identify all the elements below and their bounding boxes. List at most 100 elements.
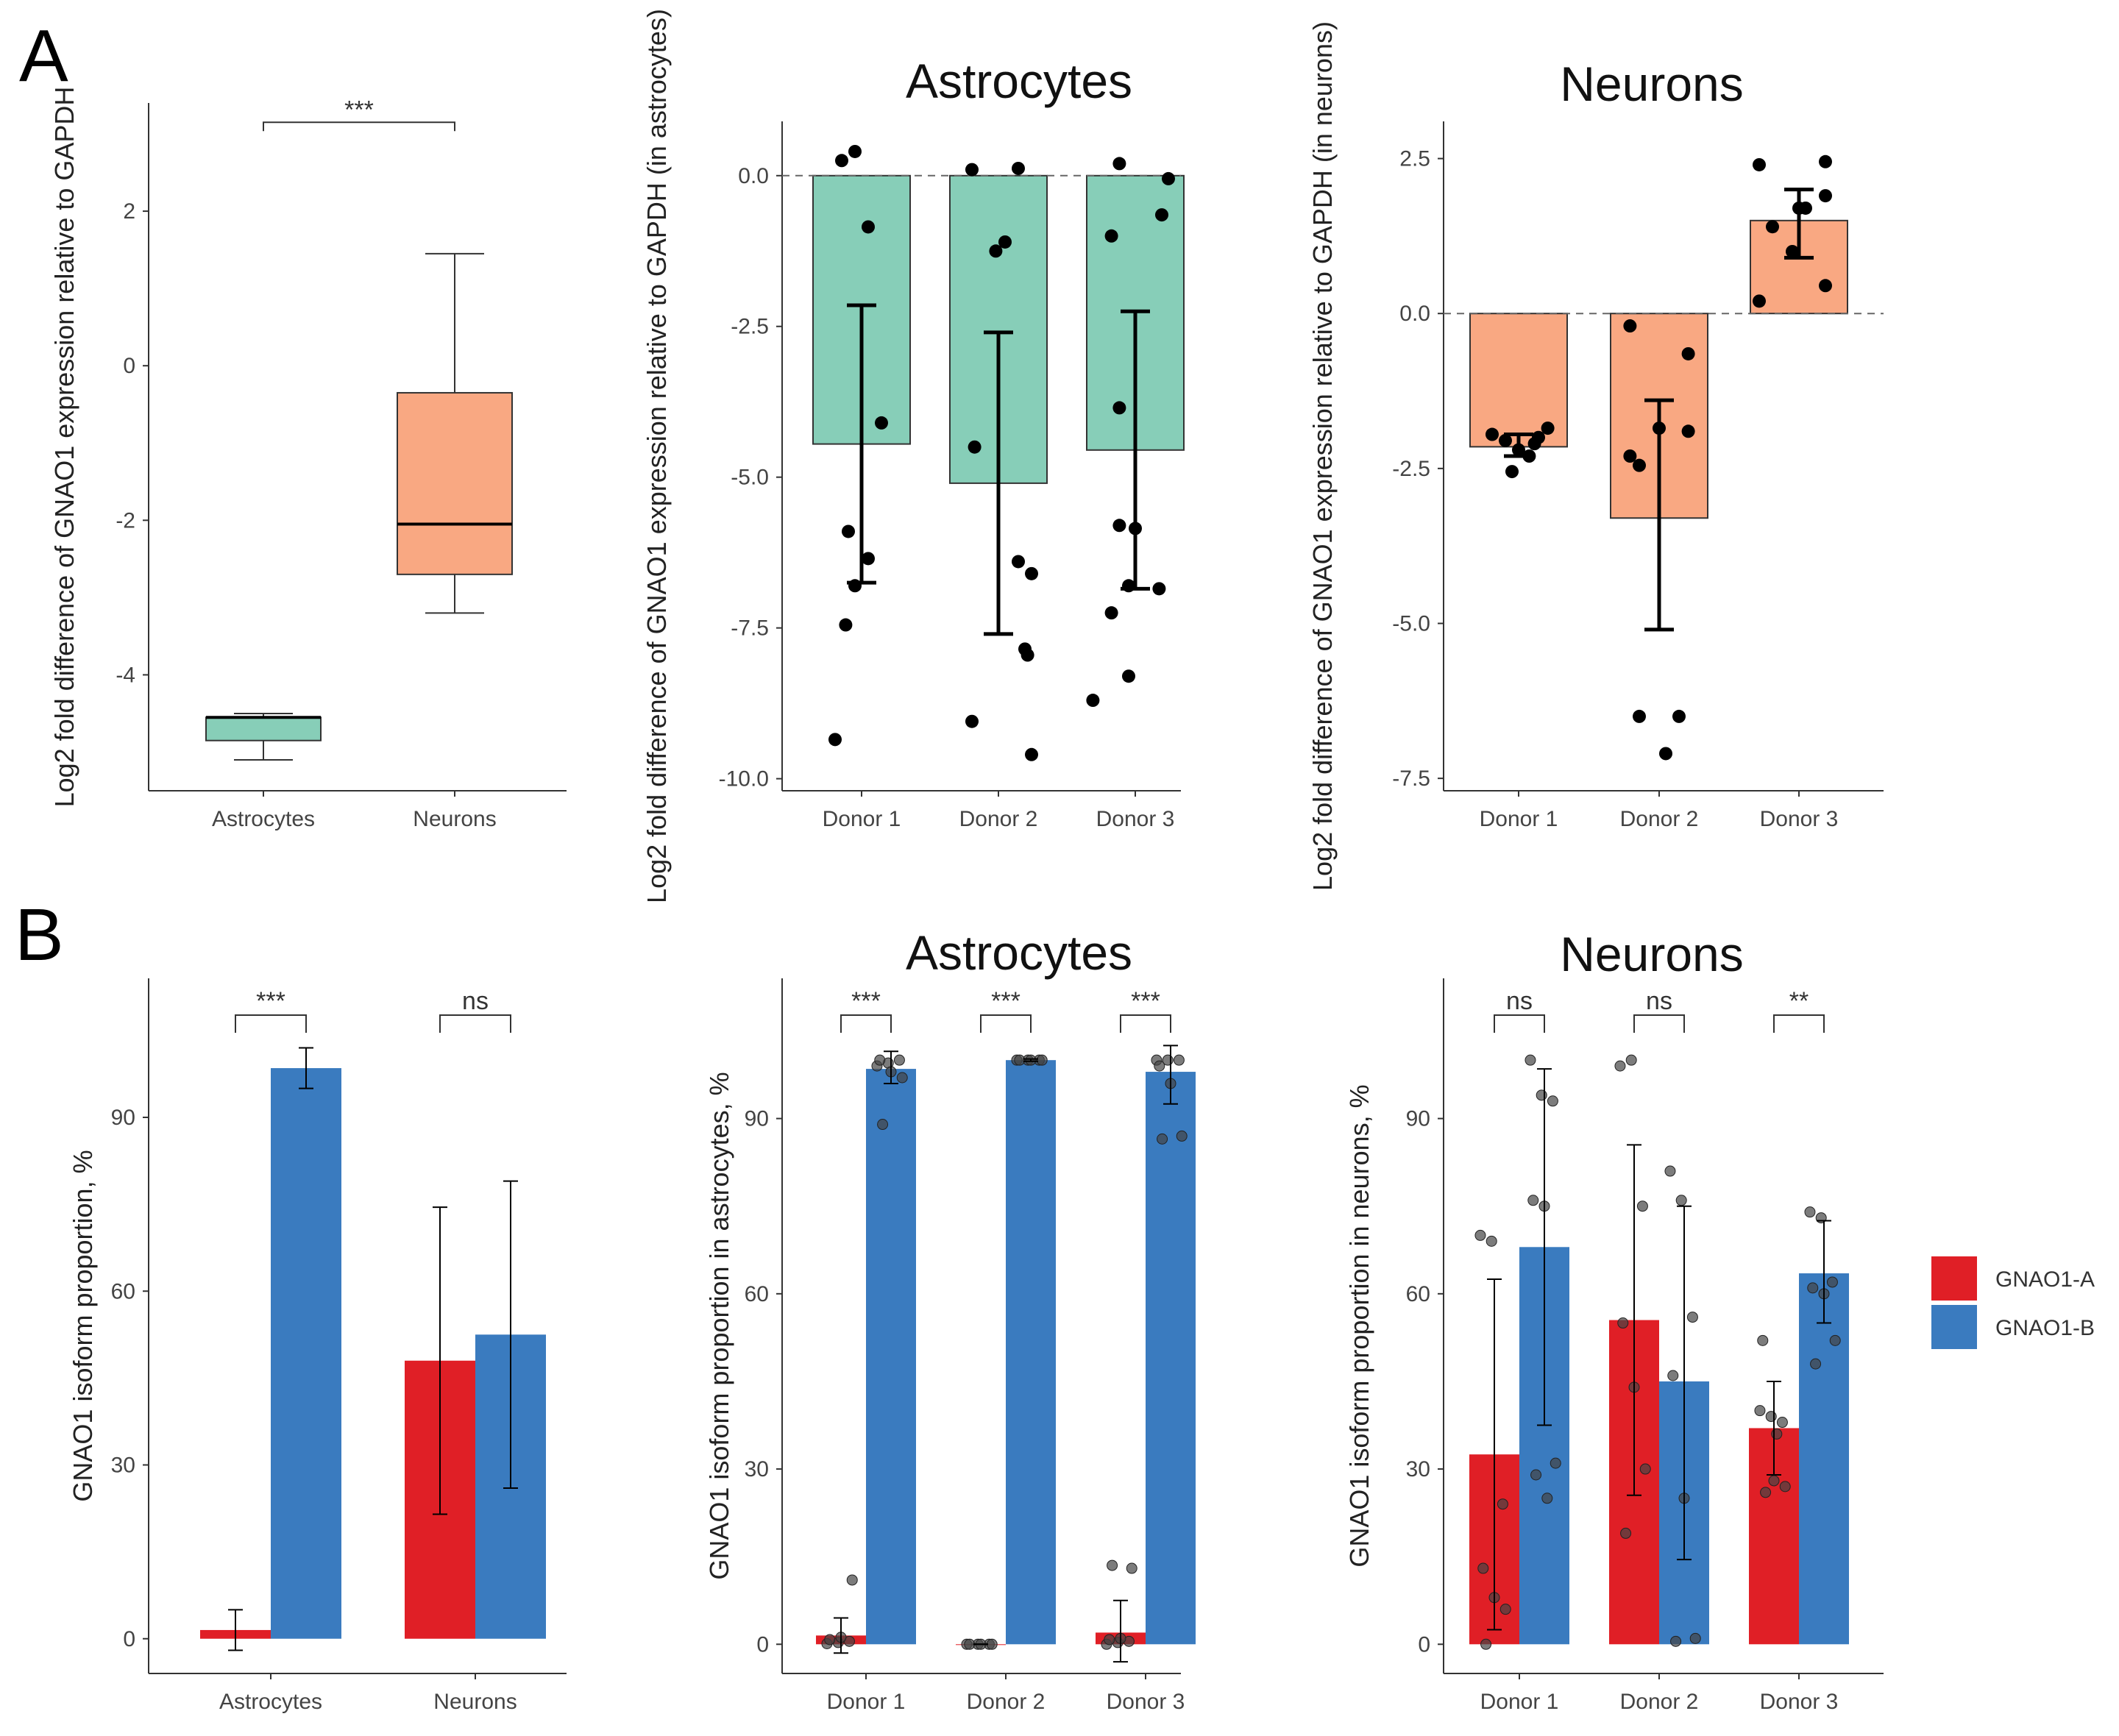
- x-tick-label: Donor 3: [1760, 807, 1839, 831]
- y-tick-label: -7.5: [1392, 766, 1430, 791]
- data-point: [1014, 1054, 1026, 1066]
- significance-label: ***: [991, 987, 1021, 1015]
- data-point: [1779, 1481, 1791, 1493]
- data-point: [1614, 1060, 1626, 1072]
- data-point: [1547, 1095, 1558, 1107]
- data-point: [1675, 1195, 1687, 1206]
- x-tick-label: Donor 3: [1096, 807, 1175, 831]
- chart-b1-isoform-proportion: 0 30 60 90 GNAO1 isoform proportion, % Astroc…: [68, 978, 567, 1714]
- bar-gnao1-b-1: [271, 1068, 341, 1639]
- x-tick-label: Neurons: [413, 807, 496, 831]
- data-point: [1766, 220, 1779, 234]
- data-point: [1807, 1282, 1819, 1294]
- data-point: [1474, 1229, 1486, 1241]
- data-point: [1497, 1498, 1508, 1510]
- data-point: [1765, 1411, 1777, 1423]
- data-point: [1126, 1562, 1137, 1574]
- y-axis-label: GNAO1 isoform proportion in astrocytes, …: [704, 1072, 734, 1579]
- data-point: [986, 1638, 998, 1650]
- data-point: [1173, 1054, 1185, 1066]
- data-point: [1804, 1206, 1816, 1218]
- data-point: [1826, 1276, 1838, 1288]
- data-point: [1025, 566, 1038, 580]
- y-tick-label: -2.5: [731, 315, 769, 339]
- data-point: [862, 552, 875, 566]
- y-tick-label: 90: [1406, 1107, 1430, 1131]
- data-point: [1036, 1054, 1048, 1066]
- data-point: [839, 618, 853, 632]
- y-tick-label: -2.5: [1392, 457, 1430, 481]
- data-point: [1757, 1334, 1769, 1346]
- legend-label-a: GNAO1-A: [1995, 1267, 2095, 1292]
- panel-label-a: A: [19, 15, 68, 97]
- x-tick-label: Donor 1: [827, 1690, 906, 1714]
- data-point: [1753, 294, 1766, 308]
- data-point: [848, 579, 862, 593]
- significance-bracket: [235, 1014, 307, 1033]
- data-point: [1620, 1527, 1632, 1539]
- data-point: [998, 235, 1012, 249]
- x-tick-label: Astrocytes: [212, 807, 315, 831]
- data-point: [1480, 1638, 1492, 1650]
- data-point: [1477, 1562, 1489, 1574]
- legend-swatch-a: [1931, 1256, 1977, 1301]
- data-point: [1667, 1370, 1679, 1381]
- x-tick-label: Astrocytes: [219, 1690, 322, 1714]
- data-point: [828, 733, 842, 747]
- data-point: [1771, 1428, 1783, 1440]
- y-tick-label: 90: [111, 1106, 135, 1130]
- data-point: [862, 220, 875, 234]
- data-point: [1129, 522, 1142, 536]
- box-neurons: [397, 391, 513, 575]
- y-tick-label: -10.0: [719, 767, 769, 791]
- data-point: [1623, 319, 1637, 333]
- data-point: [1525, 1054, 1536, 1066]
- data-point: [1672, 709, 1686, 723]
- data-point: [1689, 1632, 1701, 1644]
- data-point: [1522, 449, 1536, 463]
- significance-bracket: [1633, 1014, 1685, 1033]
- x-tick-label: Neurons: [433, 1690, 517, 1714]
- data-point: [1819, 154, 1832, 168]
- y-tick-label: 30: [111, 1454, 135, 1478]
- legend-label-b: GNAO1-B: [1995, 1316, 2095, 1340]
- data-point: [1829, 1334, 1841, 1346]
- x-tick-label: Donor 3: [1107, 1690, 1185, 1714]
- data-point: [1486, 1235, 1497, 1247]
- data-point: [842, 524, 855, 538]
- data-point: [1617, 1317, 1629, 1329]
- y-tick-label: 0.0: [738, 164, 769, 188]
- y-tick-label: 60: [1406, 1282, 1430, 1306]
- data-point: [874, 1054, 886, 1066]
- data-point: [1086, 694, 1100, 708]
- data-point: [1819, 279, 1832, 293]
- data-point: [1536, 1089, 1547, 1101]
- data-point: [1499, 433, 1512, 447]
- bar-gnao1-b-1: [866, 1069, 916, 1645]
- significance-label: ns: [462, 987, 489, 1015]
- significance-bracket: [980, 1014, 1032, 1033]
- data-point: [1176, 1130, 1188, 1142]
- x-tick-label: Donor 2: [967, 1690, 1046, 1714]
- significance-label: **: [1789, 987, 1809, 1015]
- data-point: [1512, 443, 1525, 457]
- data-point: [1776, 1417, 1788, 1429]
- y-tick-label: 60: [745, 1282, 769, 1306]
- data-point: [1754, 1405, 1766, 1417]
- significance-label: ***: [344, 96, 374, 124]
- significance-bracket: [1494, 1014, 1545, 1033]
- data-point: [1012, 161, 1025, 175]
- data-point: [1157, 1133, 1168, 1145]
- data-point: [1154, 1060, 1165, 1072]
- data-point: [965, 163, 979, 177]
- significance-label: ***: [1131, 987, 1160, 1015]
- data-point: [1753, 157, 1766, 171]
- y-tick-label: 60: [111, 1279, 135, 1303]
- x-tick-label: Donor 1: [823, 807, 901, 831]
- data-point: [1681, 346, 1695, 360]
- data-point: [965, 714, 979, 728]
- data-point: [1639, 1463, 1651, 1475]
- x-tick-label: Donor 2: [1620, 807, 1699, 831]
- y-tick-label: -5.0: [731, 466, 769, 490]
- data-point: [1122, 579, 1135, 593]
